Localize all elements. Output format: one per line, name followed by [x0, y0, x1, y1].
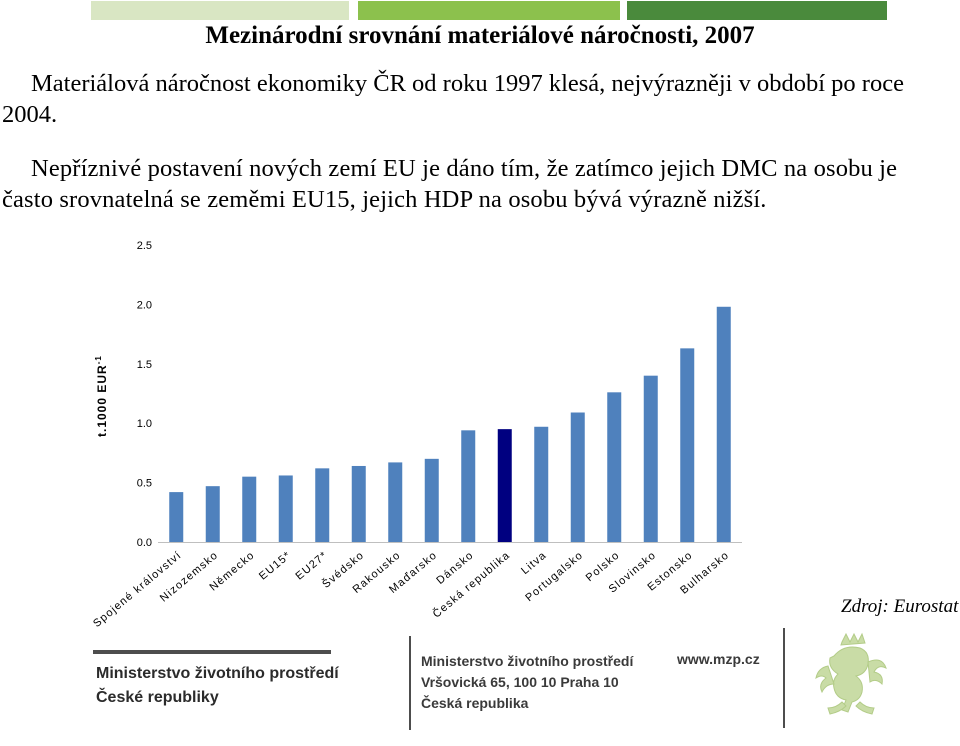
- y-tick-label: 1.0: [137, 418, 152, 430]
- x-tick-label: EU15*: [257, 549, 294, 582]
- bar-1: [205, 486, 220, 542]
- bar-2: [242, 476, 257, 542]
- website-link[interactable]: www.mzp.cz: [677, 651, 760, 667]
- y-tick-label: 2.0: [137, 299, 152, 311]
- bar-10: [534, 426, 549, 542]
- ministry-name-line1: Ministerstvo životního prostředí: [96, 665, 339, 682]
- ministry-address: Ministerstvo životního prostředí Vršovic…: [421, 651, 633, 714]
- y-tick-label: 0.5: [137, 478, 152, 490]
- bar-13: [643, 375, 658, 542]
- footer-divider-left: [93, 650, 331, 654]
- bar-15: [716, 306, 731, 542]
- bar-5: [351, 465, 366, 542]
- y-tick-label: 2.5: [137, 240, 152, 252]
- paragraph-trend: Materiálová náročnost ekonomiky ČR od ro…: [2, 70, 904, 128]
- y-axis-label: t.1000 EUR-1: [94, 355, 109, 437]
- bar-11: [570, 412, 585, 542]
- bar-7: [424, 458, 439, 542]
- address-line1: Ministerstvo životního prostředí: [421, 653, 634, 669]
- bar-0: [169, 492, 184, 542]
- footer-divider-vertical-1: [409, 636, 411, 730]
- top-color-bar-2: [358, 1, 620, 20]
- x-tick-label: Litva: [519, 549, 549, 577]
- paragraph-new-members: Nepříznivé postavení nových zemí EU je d…: [2, 155, 898, 213]
- slide-title: Mezinárodní srovnání materiálové náročno…: [205, 22, 755, 49]
- source-note: Zdroj: Eurostat: [841, 596, 959, 617]
- ministry-logo-text: Ministerstvo životního prostředí České r…: [96, 662, 339, 710]
- bar-9: [497, 429, 512, 542]
- bar-12: [607, 392, 622, 542]
- ministry-name-line2: České republiky: [96, 689, 219, 706]
- address-line2: Vršovická 65, 100 10 Praha 10: [421, 674, 619, 690]
- top-color-bar-3: [627, 1, 887, 20]
- y-tick-label: 1.5: [137, 359, 152, 371]
- bar-14: [680, 348, 695, 542]
- address-line3: Česká republika: [421, 695, 529, 711]
- bar-4: [315, 468, 330, 542]
- bar-6: [388, 462, 403, 542]
- bar-8: [461, 430, 476, 542]
- czech-lion-logo-icon: [815, 632, 887, 715]
- bar-3: [278, 475, 293, 542]
- top-color-bar-1: [91, 1, 349, 20]
- y-tick-label: 0.0: [137, 537, 152, 549]
- footer-divider-vertical-2: [783, 628, 785, 728]
- y-axis-label-superscript: -1: [94, 355, 103, 364]
